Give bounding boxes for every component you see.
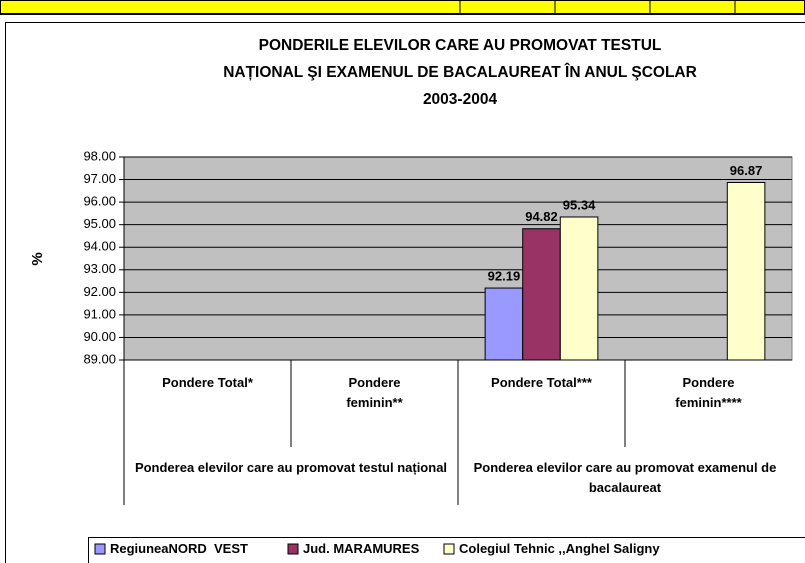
group-label-box: Ponderea elevilor care au promovat exame… xyxy=(473,460,777,495)
sheet-row xyxy=(0,0,805,15)
legend-label: Colegiul Tehnic ,,Anghel Saligny xyxy=(459,541,660,556)
data-label: 94.82 xyxy=(525,209,558,224)
y-tick-label: 95.00 xyxy=(83,216,116,231)
y-tick-label: 93.00 xyxy=(83,261,116,276)
y-tick-label: 96.00 xyxy=(83,194,116,209)
chart-title: 2003-2004 xyxy=(423,91,498,108)
data-label: 92.19 xyxy=(488,268,521,283)
y-tick-label: 90.00 xyxy=(83,329,116,344)
y-tick-label: 98.00 xyxy=(83,148,116,163)
y-tick-label: 92.00 xyxy=(83,284,116,299)
y-tick-label: 97.00 xyxy=(83,171,116,186)
bar xyxy=(726,181,766,361)
y-tick-label: 89.00 xyxy=(83,351,116,366)
group-label: Ponderea elevilor care au promovat exame… xyxy=(473,460,777,495)
plot-area xyxy=(123,156,793,361)
x-tick-label: Pondere Total* xyxy=(162,375,253,390)
chart-title: PONDERILE ELEVILOR CARE AU PROMOVAT TEST… xyxy=(259,37,662,54)
data-label: 96.87 xyxy=(730,163,763,178)
group-label: Ponderea elevilor care au promovat testu… xyxy=(134,460,448,475)
data-label: 95.34 xyxy=(563,197,596,212)
legend-swatch xyxy=(94,543,106,555)
bar xyxy=(522,228,561,361)
x-tick-label-box: Pondere Total* xyxy=(162,375,253,390)
legend-swatch xyxy=(443,543,455,555)
x-tick-label-box: Pondere feminin**** xyxy=(675,375,742,410)
x-tick-label-box: Pondere feminin** xyxy=(346,375,403,410)
bar xyxy=(484,287,524,361)
y-tick-label: 91.00 xyxy=(83,306,116,321)
x-tick-label-box: Pondere Total*** xyxy=(491,375,592,390)
group-label-box: Ponderea elevilor care au promovat testu… xyxy=(134,460,448,475)
legend-swatch xyxy=(287,543,299,555)
bar xyxy=(559,216,599,361)
x-tick-label: Pondere feminin**** xyxy=(675,375,742,410)
legend-label: RegiuneaNORD VEST xyxy=(110,541,248,556)
x-tick-label: Pondere Total*** xyxy=(491,375,592,390)
y-axis-label: % xyxy=(29,252,46,265)
chart-title: NAȚIONAL ŞI EXAMENUL DE BACALAUREAT ÎN A… xyxy=(223,63,697,81)
legend-label: Jud. MARAMURES xyxy=(303,541,420,556)
y-tick-label: 94.00 xyxy=(83,239,116,254)
x-tick-label: Pondere feminin** xyxy=(346,375,403,410)
